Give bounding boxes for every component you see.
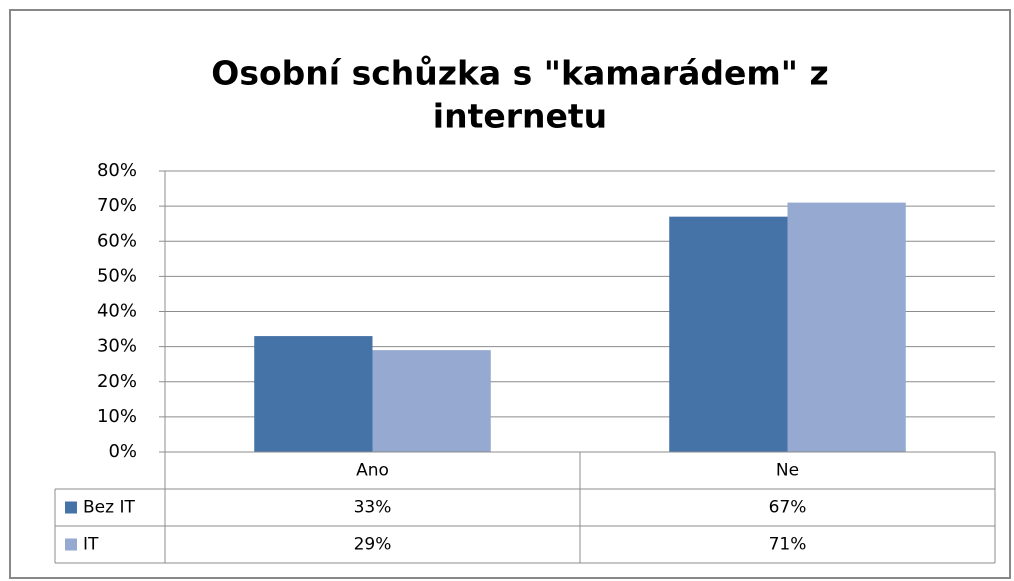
legend-swatch — [65, 538, 77, 551]
y-tick-label: 50% — [97, 265, 137, 286]
x-tick-label: Ano — [356, 461, 389, 481]
table-value: 33% — [354, 498, 392, 518]
legend-swatch — [65, 501, 77, 514]
y-tick-label: 0% — [108, 441, 137, 462]
y-tick-label: 40% — [97, 301, 137, 322]
table-value: 71% — [769, 535, 807, 555]
x-tick-label: Ne — [776, 461, 799, 481]
legend-label: IT — [83, 535, 99, 555]
y-tick-label: 80% — [97, 160, 137, 181]
chart-title: internetu — [433, 97, 607, 136]
table-value: 67% — [769, 498, 807, 518]
y-tick-label: 10% — [97, 406, 137, 427]
bar — [669, 216, 788, 452]
y-tick-label: 30% — [97, 336, 137, 357]
bar — [787, 202, 906, 452]
bar — [372, 350, 491, 452]
y-tick-label: 60% — [97, 230, 137, 251]
y-tick-label: 20% — [97, 371, 137, 392]
table-value: 29% — [354, 535, 392, 555]
legend-label: Bez IT — [83, 498, 135, 518]
chart-title: Osobní schůzka s "kamarádem" z — [211, 54, 828, 93]
bar — [254, 336, 373, 452]
y-tick-label: 70% — [97, 195, 137, 216]
